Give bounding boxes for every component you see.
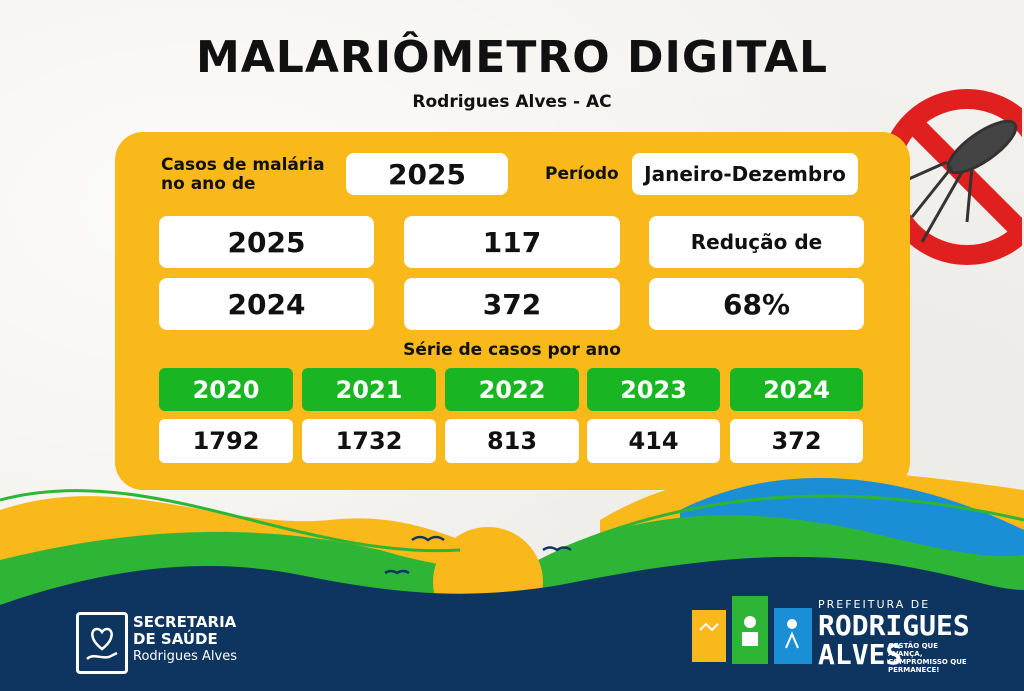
prefeitura-slogan: GESTÃO QUE AVANÇA, COMPROMISSO QUE PERMA…	[888, 642, 967, 674]
cases-year-box: 2025	[346, 153, 508, 195]
series-value-2024: 372	[730, 419, 863, 463]
series-year-2024: 2024	[730, 368, 863, 411]
page-subtitle: Rodrigues Alves - AC	[412, 92, 612, 112]
secretaria-line1: SECRETARIA	[133, 613, 237, 631]
series-year-2022: 2022	[445, 368, 579, 411]
prefeitura-line2: RODRIGUES	[818, 609, 970, 642]
cases-2025-box: 117	[404, 216, 620, 268]
series-value-2021: 1732	[302, 419, 436, 463]
prefeitura-emblem	[692, 596, 812, 664]
landscape-waves	[0, 470, 1024, 691]
period-label: Período	[545, 164, 619, 184]
cases-2024-box: 372	[404, 278, 620, 330]
series-year-2021: 2021	[302, 368, 436, 411]
series-value-2023: 414	[587, 419, 720, 463]
prefeitura-line3: ALVES	[818, 638, 903, 671]
secretaria-line2: DE SAÚDE	[133, 630, 218, 648]
prefeitura-line1: PREFEITURA DE	[818, 598, 931, 611]
year-2024-box: 2024	[159, 278, 374, 330]
series-title: Série de casos por ano	[403, 340, 621, 360]
year-2025-box: 2025	[159, 216, 374, 268]
series-value-2020: 1792	[159, 419, 293, 463]
series-year-2020: 2020	[159, 368, 293, 411]
period-box: Janeiro-Dezembro	[632, 153, 858, 195]
page-title: MALARIÔMETRO DIGITAL	[195, 32, 829, 83]
heart-hand-icon	[76, 612, 128, 674]
secretaria-logo-text: SECRETARIA DE SAÚDE Rodrigues Alves	[133, 614, 237, 665]
reduction-value-box: 68%	[649, 278, 864, 330]
cases-year-label: Casos de malária no ano de	[161, 155, 325, 194]
series-year-2023: 2023	[587, 368, 720, 411]
secretaria-line3: Rodrigues Alves	[133, 649, 237, 664]
reduction-label-box: Redução de	[649, 216, 864, 268]
series-value-2022: 813	[445, 419, 579, 463]
prefeitura-logo-text: PREFEITURA DE RODRIGUES ALVES GESTÃO QUE…	[818, 598, 970, 674]
